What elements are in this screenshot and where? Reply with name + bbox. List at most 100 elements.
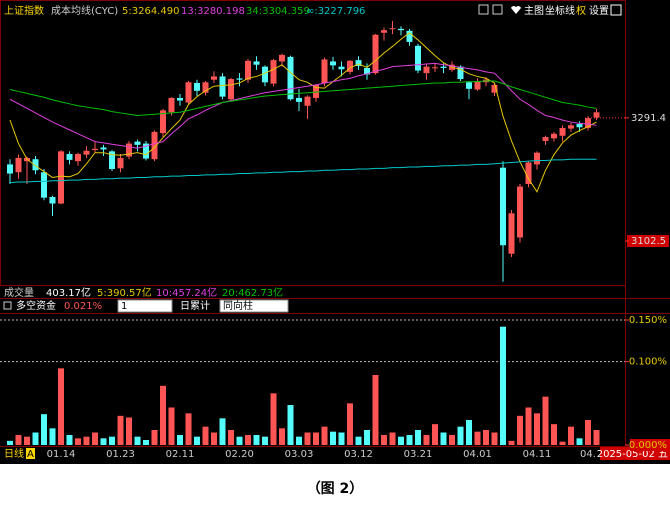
x-tick-label: 03.21 — [404, 449, 433, 460]
toolbar-button[interactable]: 主图 — [524, 5, 544, 17]
candle-body — [466, 82, 472, 89]
candle-body — [313, 84, 319, 98]
candle-body — [228, 79, 234, 100]
candle-body — [457, 66, 464, 80]
legend-entry: 5:3264.490 — [122, 6, 179, 17]
candle-body — [287, 56, 294, 100]
toolbar-button[interactable]: 设置 — [589, 5, 609, 17]
bar — [491, 432, 498, 445]
y-tick-label: 3291.4 — [631, 113, 666, 124]
bar — [534, 413, 540, 445]
bar — [483, 430, 489, 445]
volume-ma: 20:462.73亿 — [222, 286, 283, 299]
candle-body — [270, 60, 277, 84]
candle-body — [58, 151, 64, 204]
x-tick-label: 04.01 — [463, 449, 492, 460]
expand-icon[interactable] — [610, 4, 622, 16]
candle-body — [576, 124, 583, 128]
candle-body — [279, 54, 285, 62]
volume-name: 成交量 — [4, 286, 34, 299]
y-tick-label: 0.100% — [629, 357, 667, 368]
candle-body — [381, 30, 387, 33]
bar — [508, 440, 515, 445]
candle-body — [389, 28, 396, 30]
candle-body — [304, 96, 311, 106]
candle-body — [551, 133, 557, 139]
candle-body — [236, 78, 243, 80]
style-select-value[interactable]: 同向柱 — [223, 299, 253, 312]
candle-body — [41, 172, 47, 198]
bar — [525, 407, 532, 445]
candle-body — [372, 34, 379, 74]
zoom-in-icon[interactable] — [478, 4, 489, 15]
bar — [245, 435, 251, 445]
badge: A — [27, 449, 34, 460]
bar — [160, 385, 166, 445]
indicator-value: 0.021% — [64, 301, 102, 312]
bar — [593, 430, 600, 445]
candle-body — [66, 153, 73, 160]
price-box — [627, 235, 669, 248]
bar — [449, 435, 455, 445]
bar — [134, 436, 141, 445]
bar — [279, 428, 285, 445]
volume-ma: 10:457.24亿 — [156, 286, 217, 299]
axis-box — [630, 439, 670, 451]
favorite-icon[interactable] — [511, 6, 521, 14]
bar — [576, 438, 583, 445]
bar — [151, 430, 158, 445]
bar — [517, 415, 523, 445]
style-select[interactable] — [219, 299, 289, 313]
candle-body — [568, 125, 574, 129]
bar — [32, 432, 39, 445]
bar — [287, 405, 294, 445]
bar — [253, 435, 260, 445]
period-label[interactable]: 日线 — [4, 447, 24, 460]
candle-body — [321, 59, 328, 83]
candle-body — [491, 84, 498, 93]
candle-body — [364, 67, 370, 75]
candle-body — [593, 112, 600, 118]
candle-body — [134, 141, 141, 145]
period-select[interactable] — [117, 299, 173, 313]
bar — [381, 435, 387, 445]
panel-icon[interactable] — [3, 301, 12, 310]
candle-body — [432, 67, 438, 69]
candle-body — [415, 45, 421, 71]
bar — [83, 436, 90, 445]
toolbar-button[interactable]: 权 — [576, 4, 586, 17]
candle-body — [177, 97, 183, 101]
toolbar-button[interactable]: 坐标线 — [545, 4, 575, 17]
bar — [406, 435, 413, 445]
bar — [364, 430, 370, 445]
zoom-out-icon[interactable] — [492, 4, 503, 15]
cost-line — [9, 80, 597, 117]
bar — [372, 375, 379, 445]
period-select-value[interactable]: 1 — [121, 301, 127, 312]
volume-ma: 5:390.57亿 — [97, 286, 152, 299]
bar — [177, 435, 183, 445]
candle-body — [262, 66, 268, 83]
bar — [66, 435, 73, 445]
cursor-date: 2025-05-02 五 — [597, 449, 668, 460]
candle-body — [355, 60, 362, 67]
bar — [143, 440, 149, 445]
candle-body — [406, 30, 413, 42]
x-tick-label: 04. — [580, 449, 596, 460]
candle-body — [347, 60, 353, 72]
candle-body — [126, 143, 132, 157]
candle-body — [32, 159, 39, 171]
candle-body — [517, 186, 523, 238]
candle-body — [508, 213, 515, 254]
candle-body — [423, 66, 430, 74]
candle-body — [168, 97, 175, 113]
candle-body — [253, 61, 260, 65]
bar — [559, 441, 566, 445]
bar — [304, 432, 311, 445]
bar — [168, 407, 175, 445]
candle-body — [100, 147, 107, 150]
bar — [49, 428, 56, 445]
bar — [432, 424, 438, 445]
candle-body — [151, 131, 158, 160]
candle-body — [160, 110, 166, 134]
